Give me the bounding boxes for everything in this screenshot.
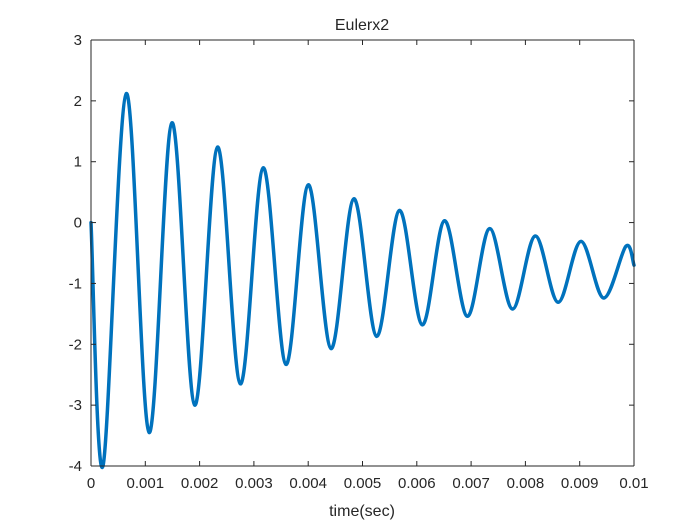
y-tick-label: 1	[74, 154, 82, 171]
axes-layer: 0 0.001 0.002 0.003 0.004 0.005 0.006 0.007 0.00…	[69, 32, 649, 492]
data-layer	[89, 91, 636, 470]
y-tick-label: 3	[74, 32, 82, 49]
x-axis-label: time(sec)	[329, 503, 395, 520]
x-tick-label: 0.009	[561, 475, 599, 492]
x-tick-label: 0.008	[507, 475, 545, 492]
x-tick-label: 0.003	[235, 475, 273, 492]
y-tick-label: -3	[69, 397, 82, 414]
series-line	[89, 91, 636, 470]
chart-title: Eulerx2	[335, 17, 389, 34]
y-tick-label: -2	[69, 336, 82, 353]
x-tick-label: 0.007	[452, 475, 490, 492]
x-tick-label: 0.001	[127, 475, 165, 492]
y-tick-label: -1	[69, 275, 82, 292]
x-tick-label: 0.005	[344, 475, 382, 492]
x-tick-label: 0.004	[289, 475, 327, 492]
x-tick-label: 0.006	[398, 475, 436, 492]
x-tick-label: 0.01	[619, 475, 648, 492]
y-tick-label: -4	[69, 458, 82, 475]
x-tick-label: 0.002	[181, 475, 219, 492]
y-tick-label: 2	[74, 93, 82, 110]
x-tick-label: 0	[87, 475, 95, 492]
y-tick-label: 0	[74, 215, 82, 232]
